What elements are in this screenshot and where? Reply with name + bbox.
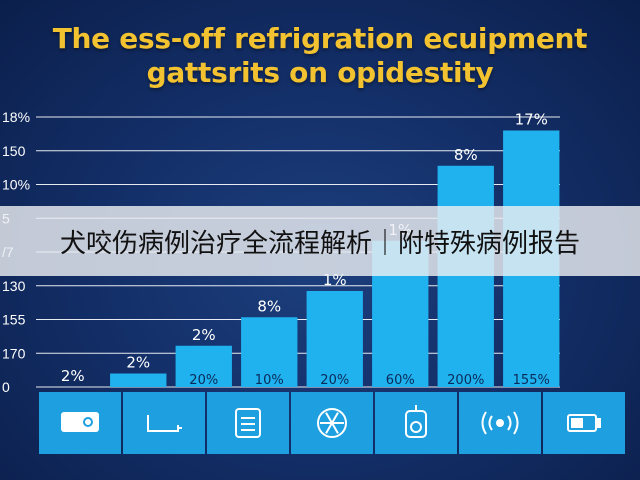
bar-inner-label: 20% xyxy=(189,373,218,388)
bar-value-label: 2% xyxy=(192,326,216,344)
icon-tile xyxy=(543,392,625,454)
bar-value-label: 2% xyxy=(61,367,85,385)
bar xyxy=(437,165,494,387)
y-tick-label: 150 xyxy=(2,143,26,159)
bar-value-label: 2% xyxy=(126,354,150,372)
y-tick-label: 170 xyxy=(2,345,26,361)
y-tick-label: 10% xyxy=(2,177,30,193)
bar xyxy=(175,345,232,387)
icon-tile xyxy=(123,392,205,454)
chart-title-line-2: gattsrits on opidestity xyxy=(146,56,494,89)
caption-banner-text: 犬咬伤病例治疗全流程解析｜附特殊病例报告 xyxy=(59,228,580,259)
y-tick-label: 155 xyxy=(2,312,26,328)
thermostat-icon xyxy=(405,405,427,438)
projector-icon xyxy=(61,412,99,432)
control-panel-icon xyxy=(235,408,261,438)
bar xyxy=(110,373,167,387)
bar-value-label: 8% xyxy=(257,297,281,315)
bar-value-label: 8% xyxy=(454,146,478,164)
fan-icon xyxy=(317,408,347,438)
sensor-wave-icon xyxy=(481,411,519,435)
y-tick-label: 18% xyxy=(2,109,30,125)
bar-inner-label: 200% xyxy=(447,373,484,388)
display-stand-icon xyxy=(147,415,182,432)
bar-value-label: 17% xyxy=(515,111,548,129)
y-tick-label: 0 xyxy=(2,379,10,395)
chart-title-line-1: The ess-off refrigration ecuipment xyxy=(52,22,588,55)
caption-banner: 犬咬伤病例治疗全流程解析｜附特殊病例报告 xyxy=(0,206,640,276)
bar-inner-label: 10% xyxy=(255,373,284,388)
bar-inner-label: 20% xyxy=(320,373,349,388)
bar xyxy=(241,317,298,387)
bar-inner-label: 155% xyxy=(513,373,550,388)
y-tick-label: 130 xyxy=(2,278,26,294)
bar xyxy=(306,291,363,387)
battery-icon xyxy=(567,414,601,432)
bar-inner-label: 60% xyxy=(386,373,415,388)
